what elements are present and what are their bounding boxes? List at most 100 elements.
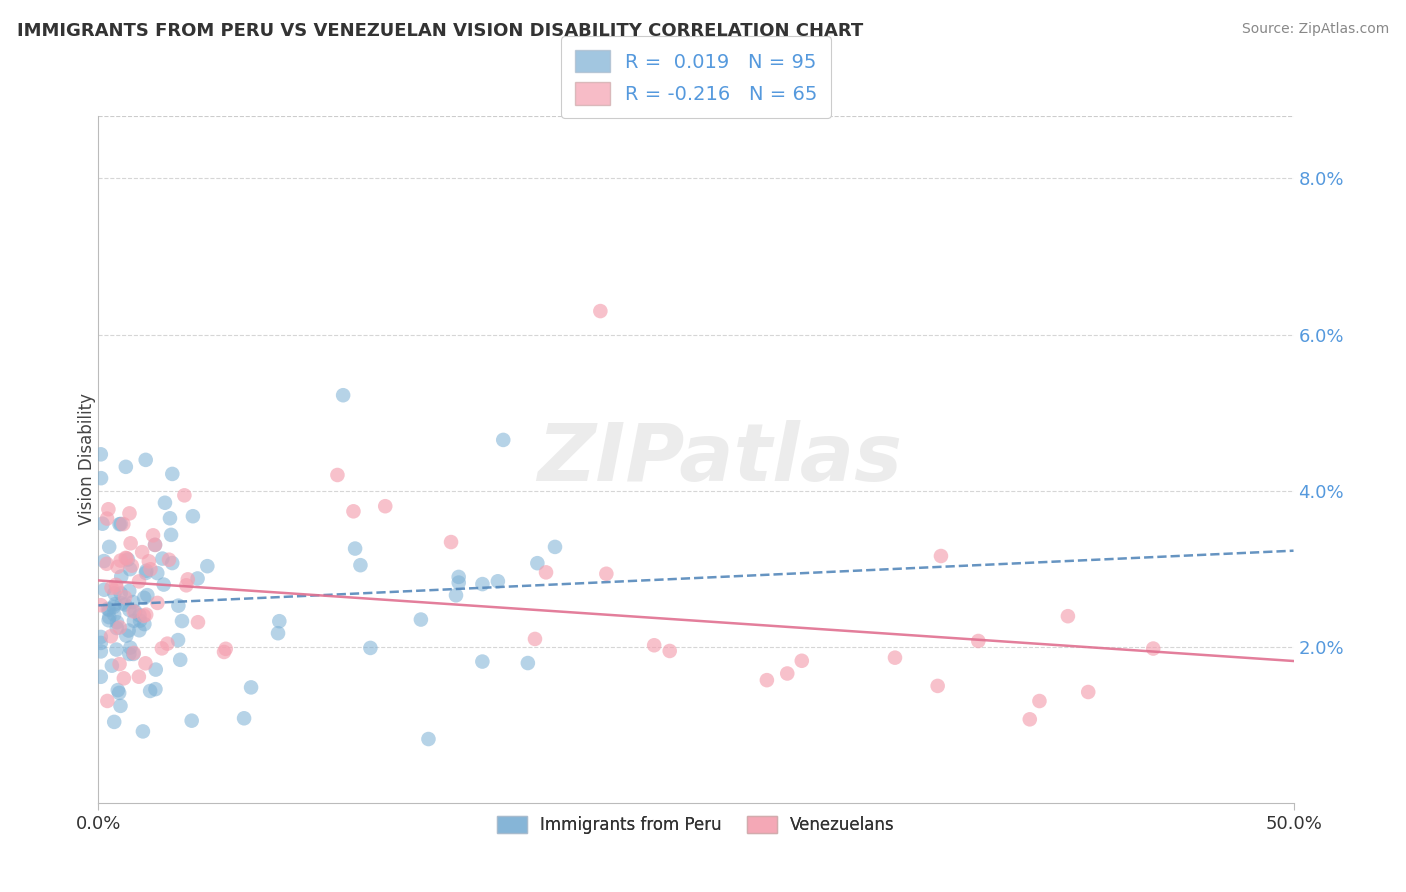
Point xyxy=(167,599,190,613)
Point xyxy=(544,540,567,554)
Point xyxy=(1018,712,1040,726)
Point xyxy=(122,614,145,628)
Point xyxy=(150,641,173,656)
Point xyxy=(108,517,131,532)
Point xyxy=(658,644,681,658)
Point xyxy=(114,598,136,612)
Point xyxy=(523,632,546,646)
Point xyxy=(143,538,166,552)
Point xyxy=(122,647,145,661)
Point xyxy=(115,629,138,643)
Point xyxy=(418,732,440,747)
Point xyxy=(115,551,138,566)
Point xyxy=(100,581,122,595)
Point xyxy=(112,671,135,685)
Point xyxy=(152,577,174,591)
Point xyxy=(112,517,135,532)
Point xyxy=(128,574,150,589)
Point xyxy=(167,633,190,648)
Point xyxy=(108,686,131,700)
Point xyxy=(121,558,143,573)
Point xyxy=(180,714,202,728)
Point xyxy=(118,647,141,661)
Point xyxy=(122,605,145,619)
Point xyxy=(97,602,120,616)
Point xyxy=(132,608,155,623)
Point xyxy=(91,516,114,531)
Text: Source: ZipAtlas.com: Source: ZipAtlas.com xyxy=(1241,22,1389,37)
Point xyxy=(267,626,290,640)
Point xyxy=(157,552,180,566)
Point xyxy=(176,578,198,592)
Point xyxy=(107,559,129,574)
Point xyxy=(124,605,146,619)
Point xyxy=(927,679,949,693)
Point xyxy=(143,538,166,552)
Point xyxy=(534,566,557,580)
Point xyxy=(162,467,184,481)
Point xyxy=(929,549,952,563)
Point xyxy=(114,591,136,605)
Point xyxy=(96,694,118,708)
Point xyxy=(118,583,141,598)
Point xyxy=(105,615,128,630)
Point xyxy=(195,559,218,574)
Point xyxy=(129,614,152,628)
Point xyxy=(643,638,665,652)
Point xyxy=(409,613,432,627)
Point xyxy=(374,500,396,514)
Point xyxy=(111,596,134,610)
Point xyxy=(101,658,124,673)
Point xyxy=(122,595,145,609)
Point xyxy=(212,645,235,659)
Point xyxy=(97,502,120,516)
Point xyxy=(233,711,256,725)
Point xyxy=(135,607,157,622)
Point xyxy=(169,653,191,667)
Point xyxy=(447,575,470,590)
Point xyxy=(471,577,494,591)
Point xyxy=(103,607,125,622)
Point xyxy=(90,630,112,644)
Point xyxy=(145,682,167,697)
Point xyxy=(342,504,364,518)
Point xyxy=(93,582,115,597)
Point xyxy=(132,724,155,739)
Point xyxy=(215,641,238,656)
Point xyxy=(359,640,381,655)
Point xyxy=(134,617,156,632)
Point xyxy=(100,629,122,643)
Point xyxy=(444,588,467,602)
Point xyxy=(173,488,195,502)
Point xyxy=(90,471,112,485)
Point xyxy=(146,596,169,610)
Point xyxy=(146,566,169,580)
Point xyxy=(110,586,132,600)
Point xyxy=(1028,694,1050,708)
Legend: Immigrants from Peru, Venezuelans: Immigrants from Peru, Venezuelans xyxy=(489,808,903,843)
Point xyxy=(589,304,612,318)
Point xyxy=(516,656,538,670)
Point xyxy=(90,644,112,658)
Point xyxy=(139,562,162,576)
Point xyxy=(134,657,156,671)
Point xyxy=(105,581,128,595)
Point xyxy=(1142,641,1164,656)
Point xyxy=(967,634,990,648)
Point xyxy=(104,578,127,592)
Point xyxy=(138,554,160,568)
Point xyxy=(884,650,907,665)
Point xyxy=(114,550,136,565)
Point xyxy=(1057,609,1080,624)
Point xyxy=(120,536,142,550)
Point xyxy=(128,670,150,684)
Point xyxy=(131,545,153,559)
Point xyxy=(135,566,157,580)
Point xyxy=(240,681,263,695)
Point xyxy=(344,541,367,556)
Text: ZIPatlas: ZIPatlas xyxy=(537,420,903,499)
Point xyxy=(98,603,121,617)
Point xyxy=(96,511,118,525)
Point xyxy=(110,516,132,531)
Point xyxy=(492,433,515,447)
